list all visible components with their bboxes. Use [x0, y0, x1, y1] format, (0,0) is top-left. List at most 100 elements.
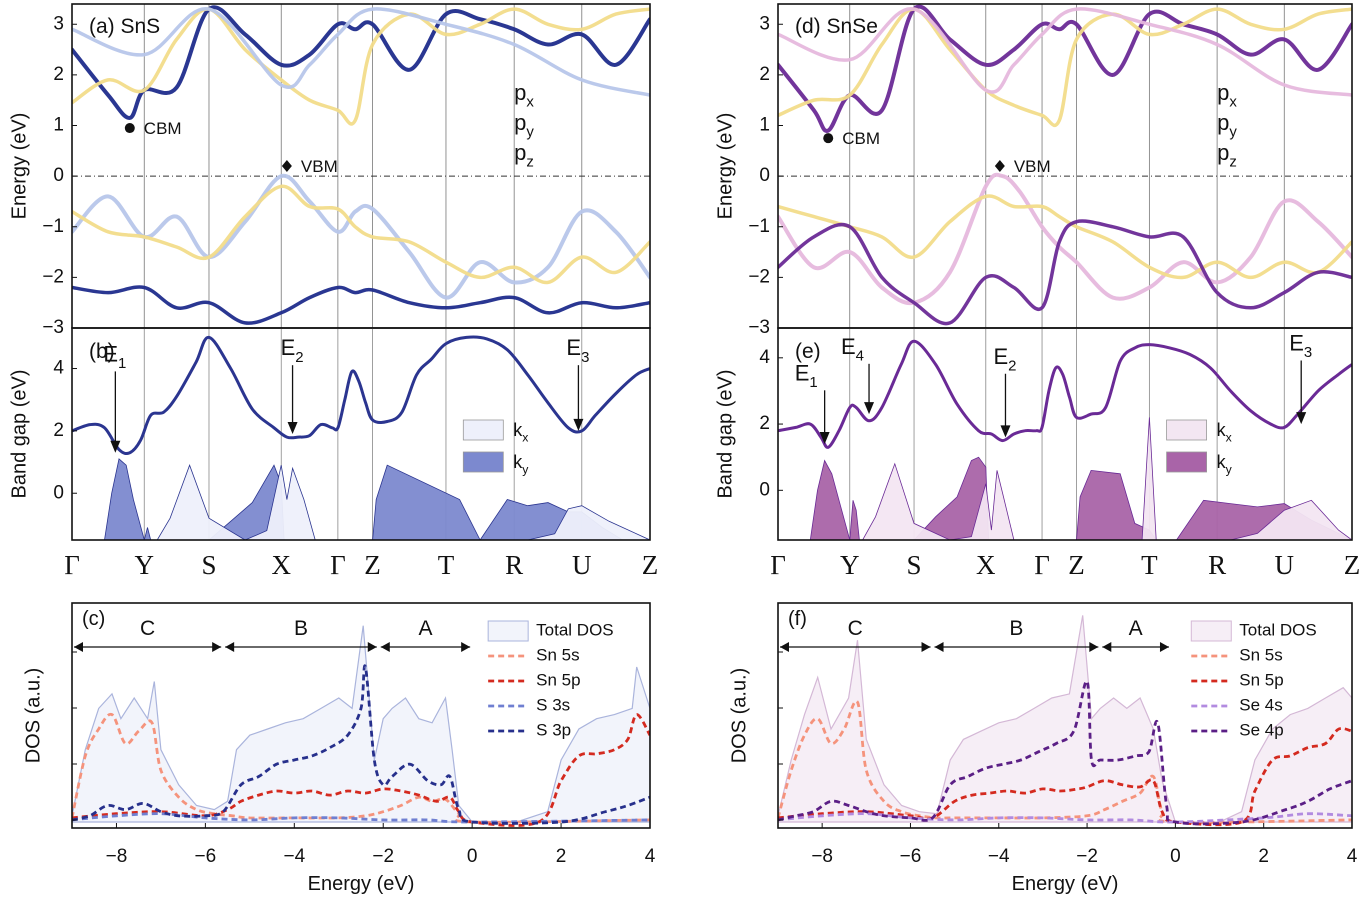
k-path-label: Γ	[770, 550, 786, 580]
arrow-head	[573, 418, 584, 431]
panel-label: (b)	[89, 340, 115, 363]
dos-area-k-x	[156, 464, 650, 540]
y-tick-label: −2	[748, 266, 770, 287]
legend-label-s-3s: S 3s	[536, 695, 570, 714]
k-path-label: R	[505, 550, 523, 580]
legend-label-sn-5s: Sn 5s	[1239, 645, 1282, 664]
y-tick-label: 2	[53, 420, 64, 441]
pdos-line-sn-5s	[778, 699, 1352, 824]
k-path-label: Z	[1068, 550, 1085, 580]
k-path-label: X	[271, 550, 291, 580]
k-path-label: S	[907, 550, 922, 580]
x-axis-label: Energy (eV)	[1012, 873, 1119, 895]
annotation-e1: E1	[795, 360, 818, 391]
y-tick-label: 0	[53, 165, 64, 186]
y-tick-label: 0	[759, 165, 770, 186]
k-path-label: Z	[642, 550, 659, 580]
k-path-label: Z	[1344, 550, 1361, 580]
band-line	[72, 285, 650, 325]
y-tick-label: 1	[759, 115, 770, 136]
legend-entry-py: py	[514, 110, 534, 141]
y-axis-label: Band gap (eV)	[714, 370, 736, 499]
y-axis-label: DOS (a.u.)	[22, 668, 44, 764]
band-gap-e	[778, 328, 1352, 540]
legend-swatch-ky	[462, 451, 504, 473]
k-path-label: Γ	[330, 550, 346, 580]
k-path-label: Γ	[1034, 550, 1050, 580]
pdos-line-s-3p	[72, 664, 650, 825]
legend-swatch-kx	[1166, 419, 1207, 441]
legend-label-ky: ky	[513, 452, 529, 476]
dos-c	[72, 625, 650, 827]
region-label-a: A	[418, 617, 432, 640]
dos-area-k-y	[809, 456, 1352, 540]
arrow-head	[864, 402, 875, 415]
legend-entry-px: px	[1217, 80, 1237, 111]
pdos-line-se-4p	[778, 680, 1352, 826]
x-tick-label: −2	[372, 846, 394, 867]
y-tick-label: 4	[759, 347, 770, 368]
band-line	[778, 219, 1352, 326]
band-gap-line	[72, 335, 650, 456]
legend-label-total-dos: Total DOS	[536, 620, 613, 639]
k-path-label: X	[976, 550, 996, 580]
x-tick-label: 2	[556, 846, 567, 867]
panel-label: (c)	[82, 608, 105, 630]
vbm-label: VBM	[301, 157, 338, 176]
annotation-e1: E1	[103, 341, 126, 372]
annotation-e2: E2	[993, 344, 1016, 375]
region-arrow-head	[380, 642, 390, 652]
panel-label: (e)	[795, 340, 821, 363]
legend-entry-pz: pz	[514, 140, 534, 171]
y-tick-label: 4	[53, 358, 64, 379]
region-label-c: C	[140, 617, 155, 640]
annotation-e3: E3	[566, 335, 589, 366]
arrow-head	[1000, 425, 1011, 438]
k-path-label: T	[1141, 550, 1158, 580]
x-tick-label: −4	[283, 846, 305, 867]
cbm-marker	[124, 123, 135, 134]
legend-label-se-4s: Se 4s	[1239, 695, 1282, 714]
pdos-line-se-4s	[778, 812, 1352, 824]
plot-frame	[71, 327, 651, 541]
x-tick-label: 2	[1258, 846, 1269, 867]
legend-label-total-dos: Total DOS	[1239, 620, 1316, 639]
arrow-head	[287, 422, 298, 434]
region-arrow-head	[1089, 642, 1099, 652]
band-line	[72, 7, 650, 126]
plot-frame	[777, 602, 1353, 829]
legend-swatch-total-dos	[1190, 620, 1232, 642]
arrow-head	[110, 440, 121, 453]
region-arrow-head	[225, 642, 235, 652]
region-arrow-head	[1159, 642, 1169, 652]
region-label-a: A	[1129, 617, 1143, 640]
band-gap-line	[778, 339, 1352, 449]
dos-area-k-y	[104, 458, 650, 540]
region-label-b: B	[1009, 617, 1023, 640]
dos-f	[778, 615, 1352, 827]
arrow-head	[1296, 412, 1307, 425]
band-line	[72, 184, 650, 285]
legend-label-sn-5s: Sn 5s	[536, 645, 579, 664]
x-tick-label: 4	[1347, 846, 1358, 867]
vbm-marker	[994, 160, 1005, 172]
y-tick-label: 2	[759, 64, 770, 85]
y-tick-label: −3	[42, 317, 64, 338]
y-tick-label: −1	[42, 216, 64, 237]
legend-label-kx: kx	[513, 420, 528, 444]
x-tick-label: −2	[1076, 846, 1098, 867]
y-tick-label: 0	[759, 479, 770, 500]
annotation-e2: E2	[281, 335, 304, 366]
legend-label-ky: ky	[1217, 452, 1233, 476]
legend-entry-px: px	[514, 80, 534, 111]
legend-entry-pz: pz	[1217, 140, 1237, 171]
k-path-label: Y	[135, 550, 155, 580]
region-label-b: B	[294, 617, 308, 640]
region-arrow-head	[934, 642, 944, 652]
pdos-line-sn-5p	[72, 713, 650, 827]
legend-label-se-4p: Se 4p	[1239, 720, 1283, 739]
k-path-label: Γ	[64, 550, 80, 580]
cbm-marker	[823, 133, 834, 144]
annotation-e3: E3	[1289, 331, 1312, 362]
y-tick-label: −3	[748, 317, 770, 338]
